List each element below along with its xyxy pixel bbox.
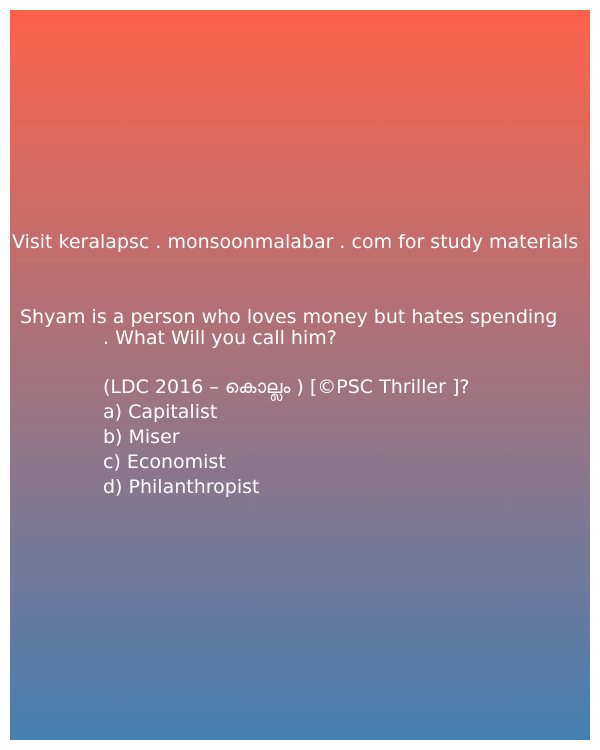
question-card: Visit keralapsc . monsoonmalabar . com f…	[10, 10, 590, 740]
question-text-continued: . What Will you call him?	[103, 327, 337, 349]
option-b: b) Miser	[103, 426, 180, 448]
option-d: d) Philanthropist	[103, 476, 260, 498]
question-source: (LDC 2016 – കൊല്ലം ) [©PSC Thriller ]?	[103, 376, 470, 398]
option-a: a) Capitalist	[103, 401, 218, 423]
question-text: Shyam is a person who loves money but ha…	[20, 306, 558, 328]
option-c: c) Economist	[103, 451, 226, 473]
promo-text: Visit keralapsc . monsoonmalabar . com f…	[12, 231, 579, 253]
